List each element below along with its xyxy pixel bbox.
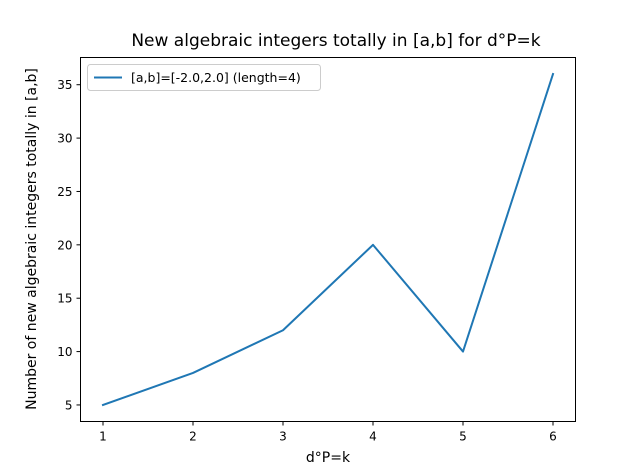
x-tick-label: 4 — [369, 430, 377, 444]
x-tick-label: 2 — [189, 430, 197, 444]
series-layer — [101, 72, 555, 407]
chart-title: New algebraic integers totally in [a,b] … — [131, 31, 540, 51]
y-tick-label: 20 — [57, 238, 72, 252]
x-tick-label: 6 — [549, 430, 557, 444]
axes-frame — [80, 57, 576, 422]
plot-area: 1 2 3 4 5 6 5 10 15 20 25 30 35 — [57, 57, 576, 444]
y-tick-label: 5 — [65, 398, 73, 412]
legend-entry-label: [a,b]=[-2.0,2.0] (length=4) — [131, 70, 301, 85]
y-axis-ticks: 5 10 15 20 25 30 35 — [57, 78, 81, 412]
y-tick-label: 15 — [57, 292, 72, 306]
x-axis-label: d°P=k — [306, 450, 351, 466]
y-tick-label: 10 — [57, 345, 72, 359]
legend: [a,b]=[-2.0,2.0] (length=4) — [87, 64, 321, 91]
x-axis-ticks: 1 2 3 4 5 6 — [99, 421, 557, 444]
legend-box — [87, 64, 321, 91]
y-tick-label: 30 — [57, 132, 72, 146]
x-tick-label: 5 — [459, 430, 467, 444]
y-tick-label: 35 — [57, 78, 72, 92]
y-axis-label: Number of new algebraic integers totally… — [24, 68, 40, 410]
x-tick-label: 1 — [99, 430, 107, 444]
x-tick-label: 3 — [279, 430, 287, 444]
series-line — [101, 72, 555, 407]
y-tick-label: 25 — [57, 185, 72, 199]
